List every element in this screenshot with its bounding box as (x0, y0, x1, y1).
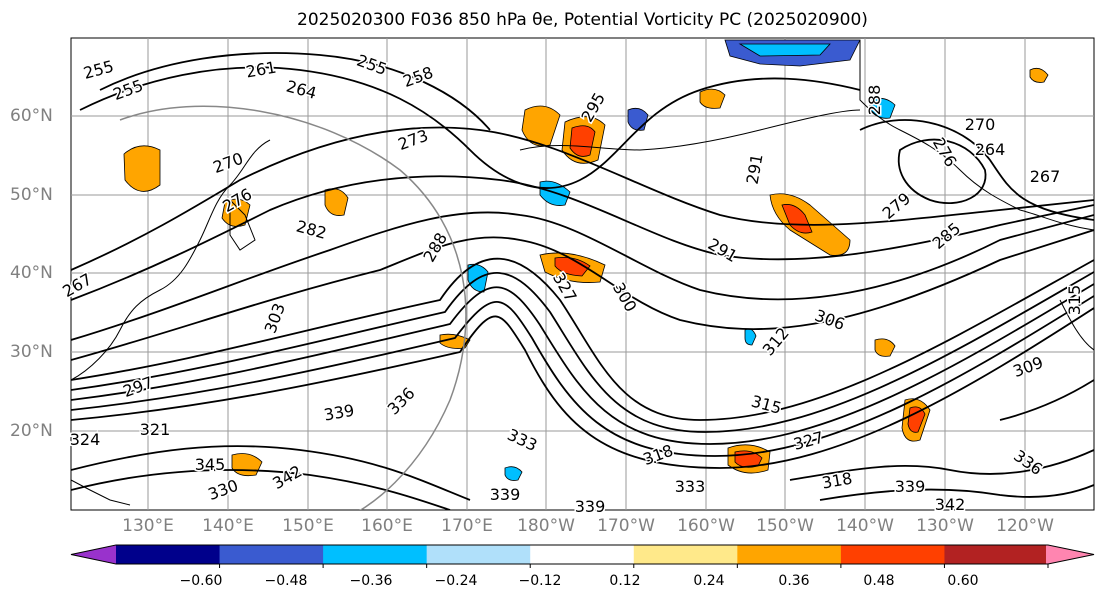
colorbar-segment (426, 545, 531, 564)
colorbar-extend-min (71, 545, 118, 564)
coastlines (71, 40, 1094, 506)
colorbar-tick-label: 0.12 (609, 573, 641, 589)
projection-arc (119, 105, 467, 510)
colorbar-tick-label: 0.60 (947, 573, 979, 589)
colorbar-tick-label: −0.12 (518, 573, 562, 589)
colorbar-tick-label: −0.36 (349, 573, 393, 589)
colorbar-tick-label: 0.24 (693, 573, 725, 589)
lon-label: 170°E (441, 516, 493, 536)
colorbar-segment (944, 545, 1049, 564)
lon-label: 170°W (597, 516, 655, 536)
contour-label: 270 (965, 115, 996, 134)
colorbar-extend-max (1046, 545, 1094, 564)
contour-label: 339 (490, 485, 521, 504)
colorbar-segment (840, 545, 945, 564)
lon-label: 130°W (916, 516, 974, 536)
contour-label: 321 (140, 420, 171, 439)
theta-e-contours (71, 52, 1094, 510)
colorbar-segment (323, 545, 428, 564)
colorbar-outline (70, 544, 1095, 565)
contour-label: 342 (935, 495, 966, 514)
contour-label: 339 (575, 497, 606, 516)
colorbar-segment (219, 545, 324, 564)
lon-label: 180°W (517, 516, 575, 536)
colorbar-tick-label: −0.48 (264, 573, 308, 589)
lat-label: 60°N (10, 106, 53, 126)
lat-label: 20°N (10, 421, 53, 441)
colorbar-tick-label: −0.24 (434, 573, 478, 589)
contour-label: 267 (1030, 167, 1061, 186)
contour-label: 315 (1065, 285, 1084, 316)
colorbar-segment (530, 545, 635, 564)
contour-label: 324 (70, 430, 101, 449)
lat-label: 50°N (10, 185, 53, 205)
colorbar-segment (737, 545, 842, 564)
colorbar-tick-label: 0.36 (778, 573, 810, 589)
lon-label: 160°W (677, 516, 735, 536)
map-title: 2025020300 F036 850 hPa θe, Potential Vo… (297, 10, 868, 30)
lon-label: 140°W (836, 516, 894, 536)
contour-label: 264 (975, 140, 1006, 159)
lon-label: 160°E (361, 516, 413, 536)
colorbar-segment (633, 545, 738, 564)
contour-label: 333 (675, 477, 706, 496)
contour-label: 288 (865, 85, 884, 116)
contour-label: 345 (195, 455, 226, 474)
lon-label: 120°W (996, 516, 1054, 536)
colorbar-tick-label: −0.60 (179, 573, 223, 589)
lon-label: 150°E (282, 516, 334, 536)
lat-label: 30°N (10, 342, 53, 362)
lon-label: 130°E (122, 516, 174, 536)
lat-label: 40°N (10, 263, 53, 283)
colorbar-tick-label: 0.48 (863, 573, 895, 589)
lon-label: 150°W (756, 516, 814, 536)
colorbar-segment (116, 545, 221, 564)
contour-label: 339 (895, 477, 926, 496)
pv-colorbar (70, 544, 1095, 568)
lon-label: 140°E (202, 516, 254, 536)
